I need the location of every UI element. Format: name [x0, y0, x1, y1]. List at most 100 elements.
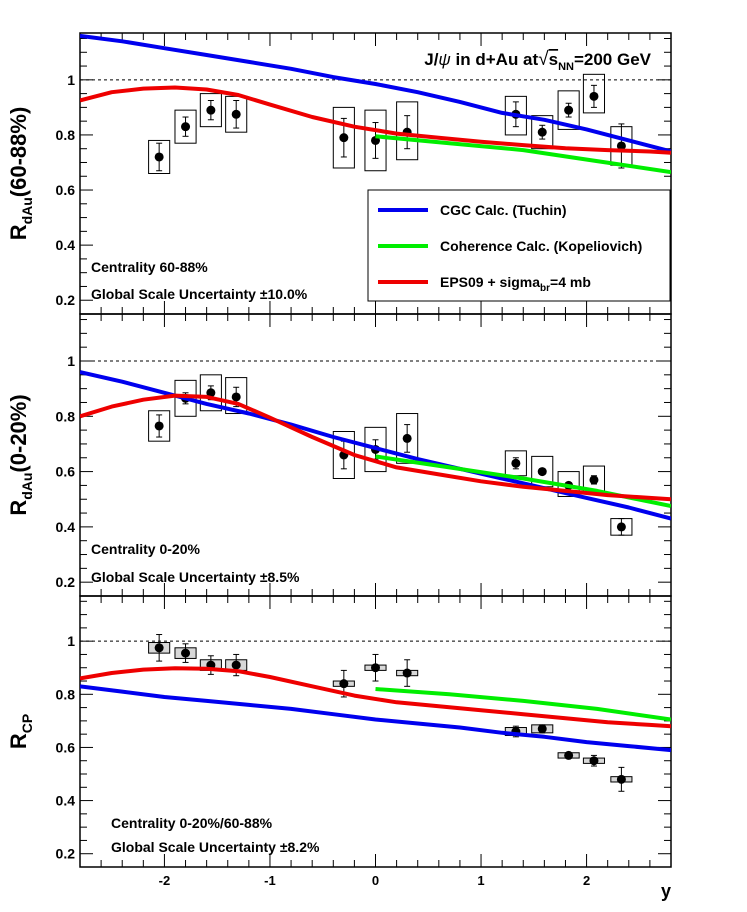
systematic-box: [225, 377, 248, 415]
y-tick-label: 0.6: [56, 739, 76, 755]
data-point-top-10: [582, 73, 606, 114]
marker: [589, 475, 599, 485]
y-tick-label: 0.4: [56, 793, 76, 809]
data-point-top-2: [199, 93, 222, 128]
x-tick-label: -2: [159, 873, 171, 888]
y-tick-label: 0.2: [56, 292, 76, 308]
marker: [231, 392, 241, 402]
legend-label-eps09: EPS09 + sigmabr=4 mb: [440, 274, 591, 294]
curves-bottom: [80, 666, 671, 753]
curve-top-0: [80, 33, 671, 154]
y-axis-label-middle: RdAu(0-20%): [6, 394, 35, 515]
marker: [402, 668, 412, 678]
marker: [537, 467, 547, 477]
marker: [589, 91, 599, 101]
data-point-middle-7: [504, 450, 527, 477]
systematic-box: [332, 106, 355, 169]
curve-bottom-0: [80, 684, 671, 753]
annotation-middle-0: Centrality 0-20%: [91, 541, 200, 557]
legend: CGC Calc. (Tuchin) Coherence Calc. (Kope…: [367, 189, 671, 302]
systematic-box: [557, 90, 580, 130]
marker: [564, 105, 574, 115]
curve-middle-1: [375, 454, 671, 509]
data-point-bottom-11: [610, 766, 633, 792]
marker: [537, 724, 547, 734]
x-axis-label: y: [661, 881, 671, 901]
data-point-top-6: [396, 101, 419, 161]
panel-bottom: 0.2 0.4 0.6 0.8 1 RCP Centrality 0-20%/60-88% G…: [6, 595, 672, 868]
curve-top-2: [80, 85, 671, 155]
annotation-top-1: Global Scale Uncertainty ±10.0%: [91, 286, 308, 302]
data-point-bottom-1: [174, 643, 197, 663]
data-point-bottom-8: [531, 724, 554, 734]
data-point-middle-11: [610, 518, 633, 536]
marker: [206, 388, 216, 398]
chart-title: J/ψ in d+Au at√sNN=200 GeV: [424, 49, 651, 73]
data-point-middle-6: [396, 413, 419, 464]
marker: [537, 127, 547, 137]
marker: [616, 141, 626, 151]
data-point-bottom-10: [582, 754, 606, 767]
data-point-top-4: [332, 106, 355, 169]
annotation-bottom-1: Global Scale Uncertainty ±8.2%: [111, 839, 320, 855]
curve-top-1: [375, 134, 671, 175]
marker: [181, 122, 191, 132]
y-tick-label: 1: [67, 72, 75, 88]
y-tick-label: 0.4: [56, 237, 76, 253]
y-tick-label: 0.8: [56, 686, 76, 702]
marker: [339, 133, 349, 143]
systematic-box: [531, 115, 554, 150]
data-point-middle-0: [148, 410, 171, 442]
data-point-top-9: [557, 90, 580, 130]
marker: [371, 663, 380, 673]
data-point-bottom-0: [148, 634, 171, 662]
data-point-top-1: [174, 109, 197, 144]
data-point-middle-10: [582, 465, 606, 495]
legend-label-coherence: Coherence Calc. (Kopeliovich): [440, 238, 642, 254]
x-tick-label: -1: [264, 873, 276, 888]
marker: [154, 643, 164, 653]
panel-middle: 0.2 0.4 0.6 0.8 1 RdAu(0-20%) Centrality 0-20%…: [6, 313, 672, 597]
y-tick-label: 0.2: [56, 574, 76, 590]
annotation-top-0: Centrality 60-88%: [91, 259, 208, 275]
curve-middle-2: [80, 393, 671, 502]
marker: [206, 105, 216, 115]
annotation-bottom-0: Centrality 0-20%/60-88%: [111, 815, 273, 831]
y-axis-label-bottom: RCP: [6, 714, 35, 749]
marker: [511, 458, 521, 468]
data-point-top-8: [531, 115, 554, 150]
marker: [181, 648, 191, 658]
marker: [564, 750, 574, 760]
legend-label-cgc: CGC Calc. (Tuchin): [440, 202, 567, 218]
marker: [616, 774, 626, 784]
marker: [231, 660, 241, 670]
x-tick-label: 2: [583, 873, 590, 888]
data-point-top-5: [364, 109, 387, 172]
data-point-bottom-5: [364, 653, 387, 682]
marker: [402, 433, 412, 443]
marker: [154, 152, 164, 162]
y-tick-label: 1: [67, 353, 75, 369]
systematic-box: [148, 410, 171, 442]
curve-bottom-2: [80, 666, 671, 729]
y-tick-label: 0.6: [56, 464, 76, 480]
data-point-top-3: [225, 95, 248, 133]
marker: [589, 756, 599, 766]
marker: [339, 679, 349, 689]
y-tick-label: 0.4: [56, 519, 76, 535]
y-tick-label: 0.2: [56, 846, 76, 862]
data-point-top-0: [148, 139, 171, 174]
systematic-box: [364, 109, 387, 172]
y-axis-label-top: RdAu(60-88%): [6, 107, 35, 241]
data-point-bottom-6: [396, 659, 419, 687]
y-tick-label: 0.8: [56, 127, 76, 143]
curve-bottom-1: [375, 687, 671, 722]
systematic-box: [582, 73, 606, 114]
marker: [154, 421, 164, 431]
systematic-box: [396, 413, 419, 464]
systematic-box: [199, 374, 222, 412]
curves-middle: [80, 370, 671, 521]
systematic-box: [396, 101, 419, 161]
data-point-bottom-9: [557, 750, 580, 760]
